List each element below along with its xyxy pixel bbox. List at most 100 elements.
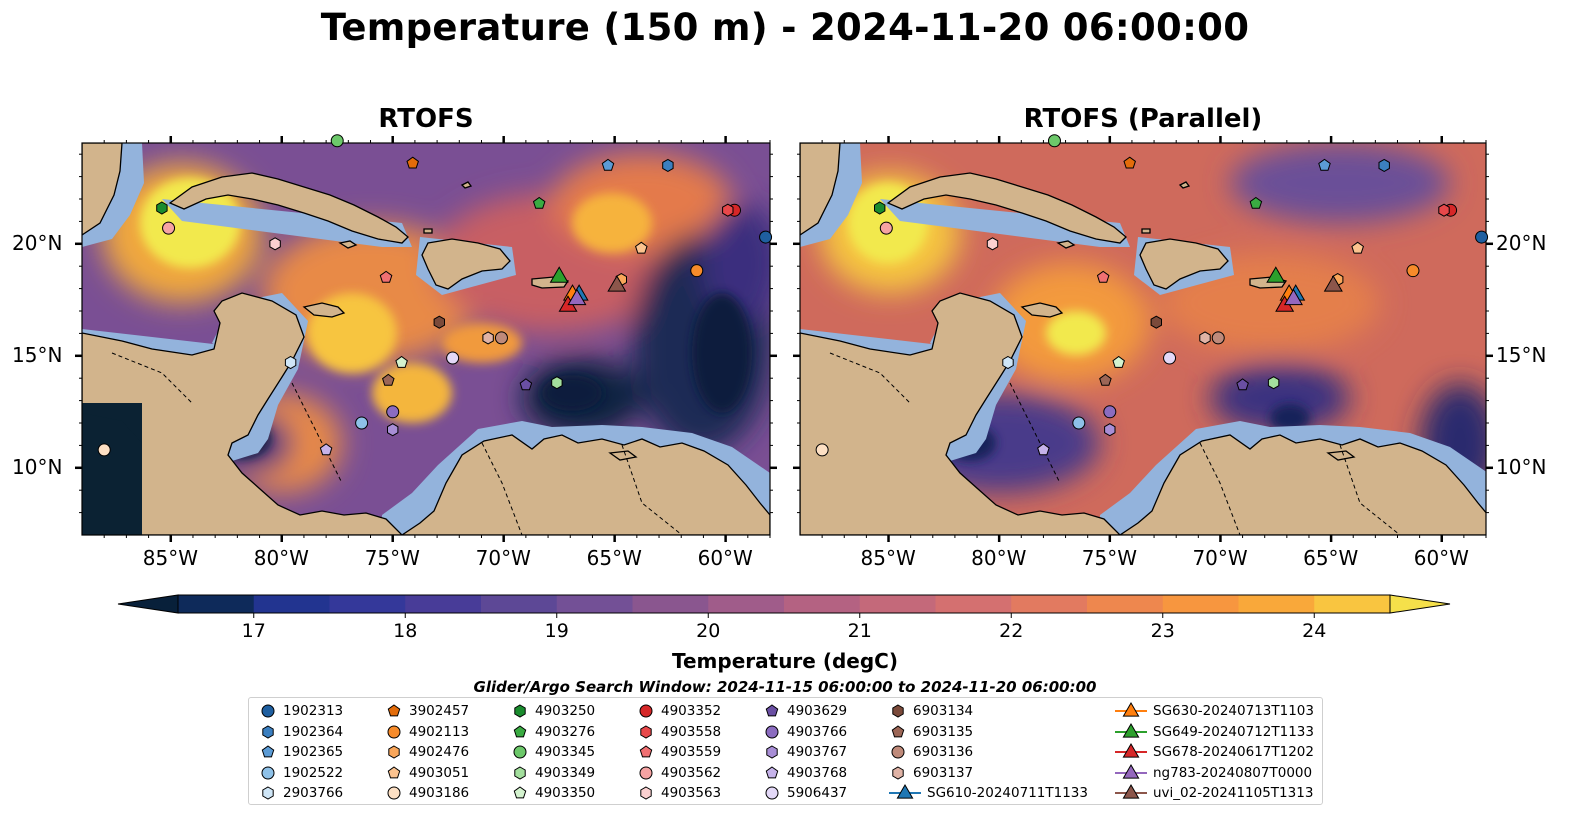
legend-entry: 6903136	[889, 742, 973, 762]
legend-label: 4903352	[661, 703, 722, 719]
legend-marker	[766, 745, 778, 759]
legend-marker	[514, 765, 526, 780]
legend-marker-icon	[1115, 763, 1147, 779]
marker-4903629	[519, 378, 533, 391]
colorbar-bin	[253, 595, 330, 613]
colorbar-extend-low	[117, 594, 179, 614]
marker-4903767	[1104, 423, 1116, 437]
legend-marker-icon	[513, 724, 527, 737]
legend-marker	[262, 786, 274, 800]
lon-tick-label: 80°W	[971, 546, 1027, 570]
legend-entry: 4903349	[511, 763, 595, 783]
legend-marker-icon	[1115, 702, 1147, 717]
legend-marker-icon	[262, 724, 274, 739]
legend-label: 4902476	[409, 744, 470, 760]
colorbar-tick-label: 20	[696, 620, 721, 642]
marker-4903051	[635, 241, 648, 254]
colorbar-tick-label: 17	[241, 620, 266, 642]
legend-label: 4903558	[661, 723, 722, 740]
marker-5906437	[1163, 351, 1177, 365]
legend-marker-icon	[892, 765, 904, 780]
legend-label: 4903768	[787, 764, 848, 781]
legend-label: ng783-20240807T0000	[1153, 764, 1313, 781]
colorbar-tick-label: 22	[999, 620, 1024, 642]
map-panel-rtofs-parallel	[799, 142, 1487, 536]
legend-marker	[640, 786, 652, 800]
lon-tick-label: 75°W	[364, 546, 420, 570]
marker-4903558	[1438, 203, 1450, 217]
legend-marker-icon	[765, 725, 779, 738]
legend-entry: uvi_02-20241105T1313	[1115, 783, 1313, 803]
lon-tick-label: 60°W	[697, 546, 753, 570]
lat-tick-label: 10°N	[1496, 454, 1547, 479]
legend-marker	[891, 745, 905, 759]
colorbar-tick-label: 23	[1150, 620, 1175, 642]
legend-label: SG630-20240713T1103	[1153, 703, 1314, 719]
legend-entry: 4903250	[511, 701, 595, 721]
legend-entry: 6903134	[889, 701, 973, 721]
legend-marker-icon	[513, 745, 527, 759]
legend-entry: 2903766	[259, 783, 343, 803]
legend-marker	[514, 704, 526, 718]
marker-4903350	[1112, 355, 1125, 368]
legend-marker	[513, 724, 527, 737]
lon-tick-label: 70°W	[1192, 546, 1248, 570]
colorbar-bin	[708, 595, 785, 613]
marker-4903051	[1351, 241, 1364, 254]
colorbar-bin	[784, 595, 861, 613]
legend-entry: 4903768	[763, 763, 847, 783]
lat-tick-label: 15°N	[1496, 342, 1547, 367]
legend-marker-icon	[387, 725, 401, 738]
legend-marker-icon	[766, 745, 778, 759]
search-window-text: Glider/Argo Search Window: 2024-11-15 06…	[473, 678, 1097, 696]
colorbar-bin	[859, 595, 936, 613]
legend-label: 4903767	[787, 744, 848, 760]
colorbar-tick-label: 21	[847, 620, 872, 642]
legend-entry: 4903276	[511, 722, 595, 742]
colorbar-bin	[1238, 595, 1315, 613]
panel-title-left: RTOFS	[378, 104, 474, 134]
legend-label: 4902113	[409, 723, 470, 740]
marker-4902113	[1406, 264, 1420, 278]
colorbar-bin	[405, 595, 482, 613]
legend-marker-icon	[1115, 743, 1147, 758]
legend-marker	[1122, 743, 1140, 758]
legend-marker-icon	[640, 724, 652, 739]
legend-marker	[513, 745, 527, 759]
marker-4903349	[1267, 376, 1280, 390]
legend-marker	[513, 786, 527, 799]
legend-label: 4903051	[409, 764, 470, 781]
map-panel-rtofs	[81, 142, 771, 536]
marker-4903250	[874, 201, 886, 215]
lat-tick-label: 20°N	[1496, 230, 1547, 255]
legend-marker	[765, 725, 779, 738]
legend-entry: 4903629	[763, 701, 847, 721]
colorbar-bin	[1314, 595, 1391, 613]
marker-uvi_02-20241105T1313	[607, 275, 627, 292]
lat-tick-label: 20°N	[12, 230, 63, 255]
colorbar-tick-label: 18	[393, 620, 418, 642]
colorbar-label: Temperature (degC)	[672, 649, 898, 673]
legend-marker-icon	[513, 786, 527, 799]
marker-6903136	[1211, 331, 1225, 345]
legend-entry: 4903186	[385, 783, 469, 803]
legend: 1902313 1902364 1902365 1902522 2903766 39024…	[248, 697, 1323, 805]
legend-entry: 5906437	[763, 783, 847, 803]
legend-label: 4903276	[535, 723, 596, 740]
legend-label: 4903250	[535, 703, 596, 719]
legend-marker-icon	[388, 745, 400, 759]
legend-marker	[387, 725, 401, 738]
marker-6903135	[1099, 373, 1112, 386]
legend-entry: 4903563	[637, 783, 721, 803]
legend-entry: 6903137	[889, 763, 973, 783]
legend-entry: 1902522	[259, 763, 343, 783]
lon-tick-label: 70°W	[475, 546, 531, 570]
marker-4903563	[986, 237, 999, 251]
legend-marker	[262, 724, 274, 739]
marker-4903562	[162, 221, 176, 235]
legend-marker-icon	[387, 704, 401, 717]
legend-label: 3902457	[409, 703, 470, 719]
legend-marker	[639, 704, 653, 718]
legend-entry: 1902365	[259, 742, 343, 762]
lon-tick-label: 75°W	[1081, 546, 1138, 570]
